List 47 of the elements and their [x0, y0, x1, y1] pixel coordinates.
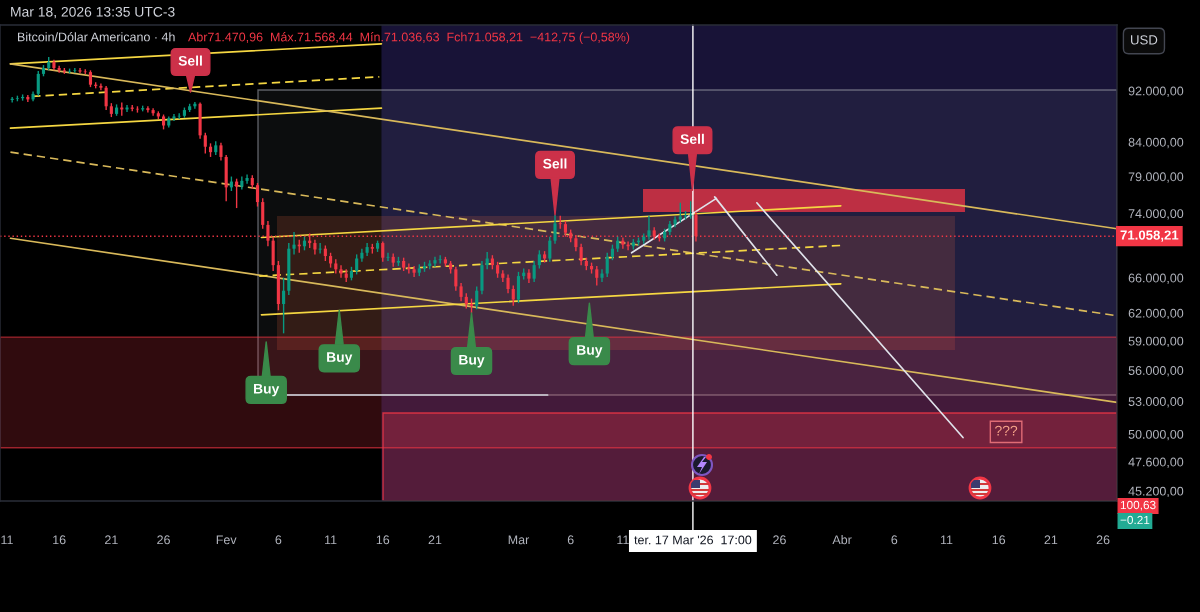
annotation: Buy	[254, 383, 280, 397]
annotation: ???	[995, 425, 1018, 436]
annotation: Buy	[577, 345, 603, 358]
y-axis-title: USD	[1131, 35, 1158, 45]
x-tick-label: 21	[105, 535, 118, 545]
x-tick-label: 26	[773, 535, 786, 545]
x-tick-label: 21	[1044, 535, 1058, 545]
text: Abr71.470,96 Máx.71.568,44 Mín.71.036,63 Fch71.058,21 −412,75 (−0,58%)	[188, 32, 630, 44]
annotation: Buy	[459, 355, 485, 368]
x-tick-label: Mar	[508, 535, 530, 545]
x-tick-label: 21	[428, 535, 442, 545]
x-tick-label: 16	[992, 535, 1006, 545]
x-tick-label: 26	[157, 535, 170, 545]
chart-title: Bitcoin/Dólar Americano · 4h	[18, 32, 175, 42]
y-tick-label: 53.000,00	[1128, 397, 1184, 408]
x-tick-label: 11	[1, 535, 13, 545]
y-tick-label: 45.200,00	[1128, 486, 1184, 498]
x-tick-label: 11	[325, 535, 337, 545]
y-tick-label: 50.000,00	[1128, 429, 1184, 441]
y-tick-label: 59.000,00	[1128, 336, 1184, 348]
text: Mar 18, 2026 13:35 UTC-3	[11, 6, 175, 19]
x-tick-label: 11	[617, 535, 629, 545]
text: −0.21	[1120, 515, 1150, 525]
annotation: Sell	[543, 158, 567, 169]
annotation: Sell	[680, 133, 704, 144]
y-tick-label: 56.000,00	[1128, 366, 1184, 377]
x-tick-label: Fev	[216, 535, 237, 545]
y-tick-label: 66.000,00	[1128, 273, 1184, 284]
annotation: Buy	[327, 352, 353, 365]
text: 100,63	[1120, 500, 1156, 511]
y-tick-label: 62.000,00	[1128, 308, 1184, 320]
y-tick-label: 84.000,00	[1128, 137, 1184, 149]
y-tick-label: 47.600,00	[1128, 457, 1184, 468]
ref-line-label: ter. 17 Mar '26 17:00	[634, 535, 752, 545]
x-tick-label: 11	[940, 535, 953, 545]
x-tick-label: 6	[567, 535, 574, 545]
y-tick-label: 79.000,00	[1128, 172, 1184, 183]
annotation: Sell	[178, 55, 202, 66]
x-tick-label: Abr	[832, 535, 852, 545]
x-tick-label: 26	[1096, 535, 1110, 545]
ref-line-label: 71.058,21	[1120, 230, 1179, 242]
x-tick-label: 6	[891, 535, 898, 545]
y-tick-label: 74.000,00	[1128, 209, 1184, 220]
x-tick-label: 6	[275, 535, 282, 545]
x-tick-label: 16	[53, 535, 66, 545]
y-tick-label: 92.000,00	[1128, 86, 1184, 97]
x-tick-label: 16	[376, 535, 390, 545]
